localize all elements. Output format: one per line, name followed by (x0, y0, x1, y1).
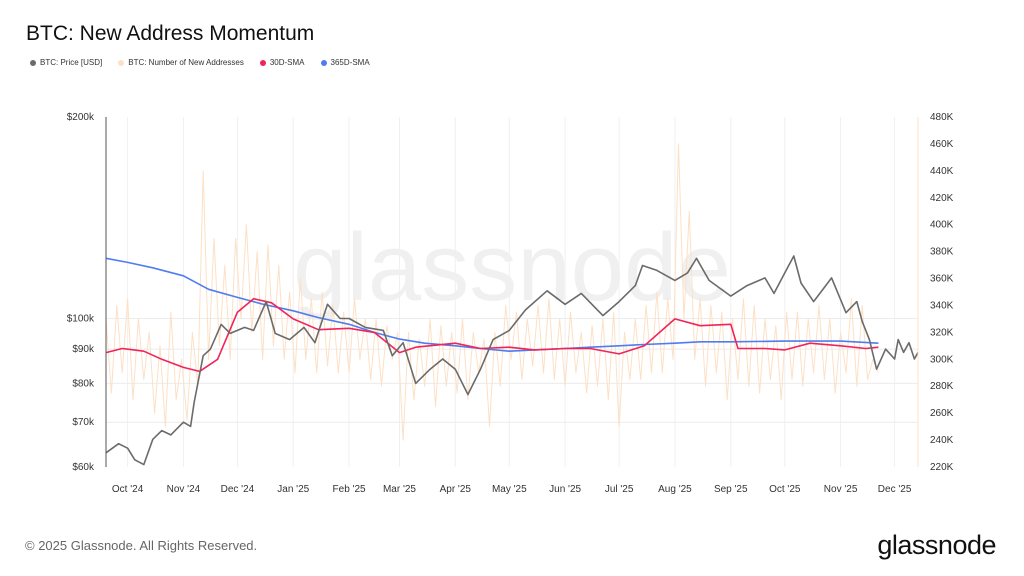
y-left-tick-label: $90k (72, 344, 95, 355)
sma-30d-line (105, 297, 879, 373)
x-tick-label: Oct '24 (112, 484, 144, 495)
x-tick-label: Feb '25 (333, 484, 366, 495)
legend-dot-icon (259, 59, 266, 66)
x-tick-label: Oct '25 (769, 484, 801, 495)
y-right-tick-label: 220K (930, 462, 954, 473)
legend-item-new-addresses[interactable]: BTC: Number of New Addresses (118, 58, 244, 67)
x-tick-label: Nov '24 (167, 484, 201, 495)
legend-label: 30D-SMA (269, 58, 305, 67)
y-left-tick-label: $80k (72, 378, 95, 389)
x-tick-label: Jan '25 (277, 484, 309, 495)
x-tick-label: Mar '25 (383, 484, 416, 495)
x-tick-label: Jul '25 (605, 484, 634, 495)
x-tick-label: Sep '25 (714, 484, 748, 495)
legend-dot-icon (118, 59, 125, 66)
y-right-tick-label: 440K (930, 166, 954, 177)
legend-dot-icon (320, 59, 327, 66)
x-tick-label: Dec '24 (221, 484, 255, 495)
legend-item-30d-sma[interactable]: 30D-SMA (259, 58, 305, 67)
y-right-tick-label: 300K (930, 354, 954, 365)
y-left-tick-label: $100k (67, 314, 95, 325)
y-left-tick-label: $200k (67, 112, 95, 123)
y-right-tick-label: 320K (930, 327, 954, 338)
y-right-tick-label: 260K (930, 408, 954, 419)
x-tick-label: Nov '25 (824, 484, 858, 495)
legend: BTC: Price [USD] BTC: Number of New Addr… (30, 58, 370, 67)
legend-label: BTC: Number of New Addresses (128, 58, 244, 67)
y-right-tick-label: 360K (930, 274, 954, 285)
x-tick-label: Jun '25 (549, 484, 581, 495)
y-right-tick-label: 420K (930, 193, 954, 204)
y-right-tick-label: 240K (930, 435, 954, 446)
y-right-tick-label: 340K (930, 300, 954, 311)
y-right-tick-label: 480K (930, 112, 954, 123)
y-right-tick-label: 380K (930, 247, 954, 258)
y-left-tick-label: $70k (72, 417, 95, 428)
legend-label: 365D-SMA (330, 58, 370, 67)
price-line (105, 255, 919, 466)
chart-title: BTC: New Address Momentum (26, 22, 315, 45)
y-right-tick-label: 460K (930, 139, 954, 150)
y-right-tick-label: 280K (930, 381, 954, 392)
legend-label: BTC: Price [USD] (40, 58, 103, 67)
watermark: glassnode (293, 214, 731, 321)
legend-dot-icon (30, 59, 36, 66)
y-right-tick-label: 400K (930, 220, 954, 231)
x-tick-label: Aug '25 (658, 484, 692, 495)
legend-item-price[interactable]: BTC: Price [USD] (30, 58, 102, 67)
x-tick-label: Apr '25 (440, 484, 472, 495)
brand-logo: glassnode (877, 530, 996, 560)
legend-item-365d-sma[interactable]: 365D-SMA (320, 58, 370, 67)
sma-365d-line (105, 257, 879, 353)
copyright: © 2025 Glassnode. All Rights Reserved. (25, 538, 258, 553)
new-addresses-line (105, 143, 879, 441)
x-tick-label: May '25 (492, 484, 527, 495)
y-left-tick-label: $60k (72, 462, 95, 473)
x-tick-label: Dec '25 (878, 484, 912, 495)
